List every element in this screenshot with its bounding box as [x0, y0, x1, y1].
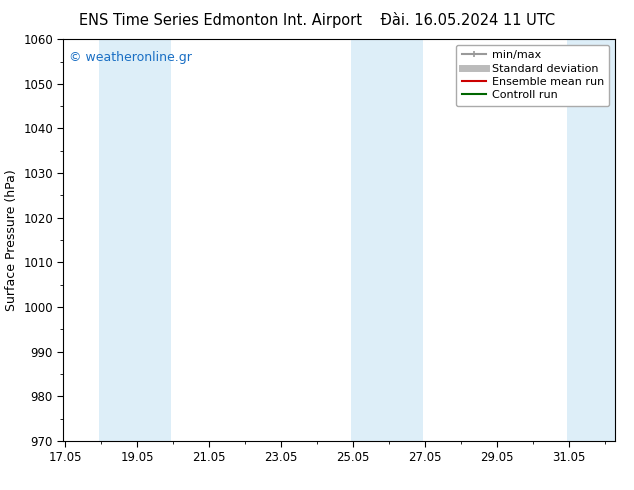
Bar [351, 39, 423, 441]
Text: © weatheronline.gr: © weatheronline.gr [69, 51, 192, 64]
Bar [567, 39, 621, 441]
Bar [100, 39, 171, 441]
Y-axis label: Surface Pressure (hPa): Surface Pressure (hPa) [4, 169, 18, 311]
Legend: min/max, Standard deviation, Ensemble mean run, Controll run: min/max, Standard deviation, Ensemble me… [456, 45, 609, 106]
Text: ENS Time Series Edmonton Int. Airport    Đài. 16.05.2024 11 UTC: ENS Time Series Edmonton Int. Airport Đà… [79, 12, 555, 28]
